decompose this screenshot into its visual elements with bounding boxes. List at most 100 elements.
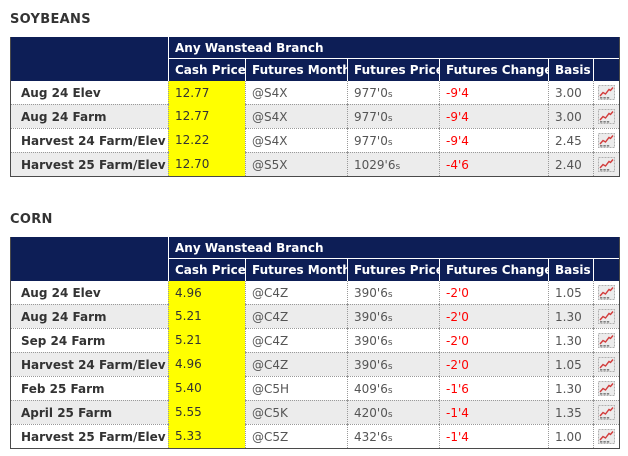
chart-link-cell — [593, 128, 619, 152]
basis-cell: 1.30 — [548, 376, 593, 400]
basis-cell: 2.45 — [548, 128, 593, 152]
futures-price-cell: 409'6s — [347, 376, 439, 400]
table-row: Aug 24 Elev 4.96 @C4Z 390'6s -2'0 1.05 — [11, 281, 619, 304]
futures-change-cell: -9'4 — [439, 128, 548, 152]
column-header-futures-price: Futures Price — [347, 59, 439, 81]
table-row: Aug 24 Farm 12.77 @S4X 977'0s -9'4 3.00 — [11, 104, 619, 128]
row-label: Aug 24 Farm — [11, 304, 168, 328]
table-corner — [11, 37, 168, 81]
settlement-suffix: s — [387, 313, 393, 324]
column-header-futures-month: Futures Month — [245, 59, 347, 81]
settlement-suffix: s — [387, 361, 393, 372]
futures-price-value: 390'6 — [354, 309, 388, 324]
price-chart-icon[interactable] — [598, 109, 615, 124]
futures-change-cell: -9'4 — [439, 104, 548, 128]
cash-price-cell: 12.77 — [168, 81, 245, 104]
futures-month-cell: @C4Z — [245, 352, 347, 376]
row-label: Harvest 24 Farm/Elev — [11, 128, 168, 152]
price-chart-icon[interactable] — [598, 357, 615, 372]
chart-link-cell — [593, 281, 619, 304]
table-row: Harvest 24 Farm/Elev 4.96 @C4Z 390'6s -2… — [11, 352, 619, 376]
futures-price-value: 432'6 — [354, 429, 388, 444]
futures-price-cell: 977'0s — [347, 104, 439, 128]
futures-month-cell: @S5X — [245, 152, 347, 176]
futures-change-cell: -9'4 — [439, 81, 548, 104]
price-chart-icon[interactable] — [598, 309, 615, 324]
soybeans-price-table: Any Wanstead Branch Cash Price Futures M… — [10, 37, 620, 177]
futures-price-cell: 977'0s — [347, 81, 439, 104]
futures-month-cell: @C4Z — [245, 304, 347, 328]
futures-change-cell: -4'6 — [439, 152, 548, 176]
futures-month-cell: @S4X — [245, 81, 347, 104]
futures-month-cell: @C5K — [245, 400, 347, 424]
price-chart-icon[interactable] — [598, 381, 615, 396]
futures-month-cell: @C4Z — [245, 328, 347, 352]
row-label: Aug 24 Elev — [11, 81, 168, 104]
corn-table-header: Any Wanstead Branch Cash Price Futures M… — [11, 237, 619, 281]
chart-link-cell — [593, 104, 619, 128]
chart-link-cell — [593, 376, 619, 400]
price-chart-icon[interactable] — [598, 157, 615, 172]
table-row: Harvest 25 Farm/Elev 12.70 @S5X 1029'6s … — [11, 152, 619, 176]
row-label: Harvest 24 Farm/Elev — [11, 352, 168, 376]
futures-price-value: 390'6 — [354, 357, 388, 372]
futures-change-cell: -2'0 — [439, 328, 548, 352]
basis-cell: 1.35 — [548, 400, 593, 424]
basis-cell: 3.00 — [548, 81, 593, 104]
table-row: Harvest 24 Farm/Elev 12.22 @S4X 977'0s -… — [11, 128, 619, 152]
column-header-basis: Basis — [548, 59, 593, 81]
futures-price-cell: 977'0s — [347, 128, 439, 152]
chart-link-cell — [593, 328, 619, 352]
chart-link-cell — [593, 400, 619, 424]
cash-price-cell: 5.33 — [168, 424, 245, 448]
corn-table-body: Aug 24 Elev 4.96 @C4Z 390'6s -2'0 1.05 A… — [11, 281, 619, 448]
futures-month-cell: @S4X — [245, 104, 347, 128]
futures-month-cell: @C5Z — [245, 424, 347, 448]
corn-price-table: Any Wanstead Branch Cash Price Futures M… — [10, 237, 620, 449]
chart-link-cell — [593, 81, 619, 104]
table-row: Aug 24 Farm 5.21 @C4Z 390'6s -2'0 1.30 — [11, 304, 619, 328]
basis-cell: 1.00 — [548, 424, 593, 448]
row-label: Harvest 25 Farm/Elev — [11, 424, 168, 448]
cash-price-cell: 5.21 — [168, 304, 245, 328]
price-chart-icon[interactable] — [598, 429, 615, 444]
futures-price-cell: 390'6s — [347, 304, 439, 328]
futures-change-cell: -1'4 — [439, 424, 548, 448]
futures-change-cell: -2'0 — [439, 352, 548, 376]
price-chart-icon[interactable] — [598, 333, 615, 348]
table-row: Feb 25 Farm 5.40 @C5H 409'6s -1'6 1.30 — [11, 376, 619, 400]
price-chart-icon[interactable] — [598, 85, 615, 100]
chart-link-cell — [593, 424, 619, 448]
chart-link-cell — [593, 304, 619, 328]
table-row: Sep 24 Farm 5.21 @C4Z 390'6s -2'0 1.30 — [11, 328, 619, 352]
branch-header: Any Wanstead Branch — [168, 37, 619, 59]
basis-cell: 3.00 — [548, 104, 593, 128]
basis-cell: 1.05 — [548, 352, 593, 376]
futures-change-cell: -2'0 — [439, 281, 548, 304]
settlement-suffix: s — [387, 337, 393, 348]
column-header-cash-price: Cash Price — [168, 259, 245, 281]
column-header-futures-price: Futures Price — [347, 259, 439, 281]
table-corner — [11, 237, 168, 281]
futures-month-cell: @S4X — [245, 128, 347, 152]
table-row: Aug 24 Elev 12.77 @S4X 977'0s -9'4 3.00 — [11, 81, 619, 104]
cash-price-cell: 5.21 — [168, 328, 245, 352]
cash-price-cell: 4.96 — [168, 281, 245, 304]
futures-price-value: 409'6 — [354, 381, 388, 396]
futures-price-value: 977'0 — [354, 109, 388, 124]
price-chart-icon[interactable] — [598, 285, 615, 300]
section-corn: CORN Any Wanstead Branch Cash Price Futu… — [10, 212, 620, 449]
row-label: Feb 25 Farm — [11, 376, 168, 400]
price-chart-icon[interactable] — [598, 133, 615, 148]
futures-price-value: 390'6 — [354, 285, 388, 300]
price-chart-icon[interactable] — [598, 405, 615, 420]
chart-link-cell — [593, 152, 619, 176]
futures-month-cell: @C4Z — [245, 281, 347, 304]
soybeans-table-header: Any Wanstead Branch Cash Price Futures M… — [11, 37, 619, 81]
basis-cell: 1.30 — [548, 328, 593, 352]
futures-change-cell: -2'0 — [439, 304, 548, 328]
settlement-suffix: s — [387, 385, 393, 396]
futures-price-cell: 1029'6s — [347, 152, 439, 176]
table-row: Harvest 25 Farm/Elev 5.33 @C5Z 432'6s -1… — [11, 424, 619, 448]
